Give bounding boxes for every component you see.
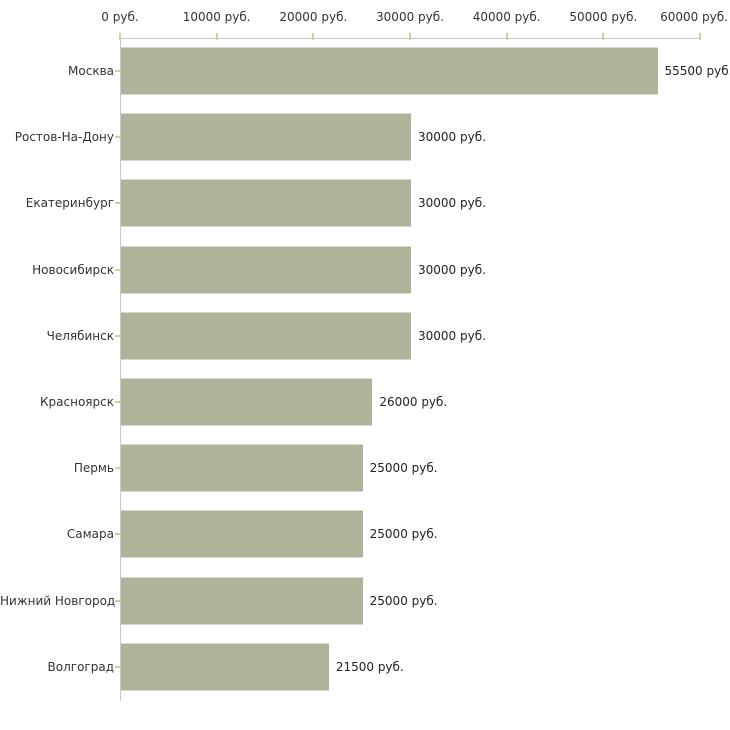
y-tick-mark [115,70,120,73]
value-label: 26000 руб. [379,395,448,410]
category-label: Екатеринбург [25,196,114,211]
value-label: 25000 руб. [369,593,438,608]
chart-row: Волгоград 21500 руб. [0,634,730,700]
value-label: 21500 руб. [335,659,404,674]
value-label: 25000 руб. [369,527,438,542]
bar [121,312,411,360]
x-tick-label: 10000 руб. [182,10,251,24]
y-tick-mark [115,334,120,337]
bar [121,113,411,161]
bar [121,577,363,625]
y-tick-mark [115,401,120,404]
x-tick-label: 60000 руб. [660,10,728,24]
x-tick-mark [312,33,315,40]
x-tick-label: 20000 руб. [279,10,348,24]
x-tick-label: 30000 руб. [376,10,444,24]
bar [121,47,658,95]
y-axis-line [120,38,121,701]
x-tick-mark [215,33,218,40]
bar [121,378,373,426]
value-label: 30000 руб. [418,262,486,277]
y-tick-mark [115,268,120,271]
chart-row: Москва 55500 руб. [0,38,730,104]
x-tick-label: 0 руб. [101,10,139,24]
chart-row: Новосибирск 30000 руб. [0,237,730,303]
value-label: 30000 руб. [418,328,486,343]
chart-row: Пермь 25000 руб. [0,435,730,501]
x-tick-mark [505,33,508,40]
x-tick-mark [699,33,701,40]
bar [121,444,363,492]
chart-row: Челябинск 30000 руб. [0,303,730,369]
category-label: Челябинск [46,328,114,343]
bar [121,510,363,558]
x-axis-line [120,38,701,39]
value-label: 55500 руб. [664,64,730,79]
y-tick-mark [115,665,120,668]
y-tick-mark [115,136,120,139]
chart-row: Самара 25000 руб. [0,501,730,567]
category-label: Волгоград [47,659,114,674]
chart-row: Ростов-На-Дону 30000 руб. [0,104,730,170]
y-tick-mark [115,533,120,536]
bar [121,246,411,294]
y-tick-mark [115,202,120,205]
category-label: Красноярск [40,395,114,410]
x-tick-mark [409,33,411,40]
chart-row: Нижний Новгород 25000 руб. [0,568,730,634]
category-label: Москва [68,64,114,79]
chart-row: Красноярск 26000 руб. [0,369,730,435]
bar [121,643,329,691]
value-label: 25000 руб. [369,461,438,476]
chart-row: Екатеринбург 30000 руб. [0,170,730,236]
category-label: Пермь [73,461,114,476]
y-tick-mark [115,467,120,470]
y-tick-mark [115,599,120,602]
category-label: Самара [66,527,114,542]
category-label: Нижний Новгород [0,593,116,608]
category-label: Ростов-На-Дону [14,130,114,145]
category-label: Новосибирск [32,262,114,277]
x-tick-mark [602,33,605,40]
x-tick-mark [119,33,121,40]
x-tick-label: 50000 руб. [569,10,638,24]
bar [121,179,411,227]
chart-rows: Москва 55500 руб. Ростов-На-Дону 30000 р… [0,38,730,700]
value-label: 30000 руб. [418,130,486,145]
value-label: 30000 руб. [418,196,486,211]
x-tick-label: 40000 руб. [472,10,541,24]
